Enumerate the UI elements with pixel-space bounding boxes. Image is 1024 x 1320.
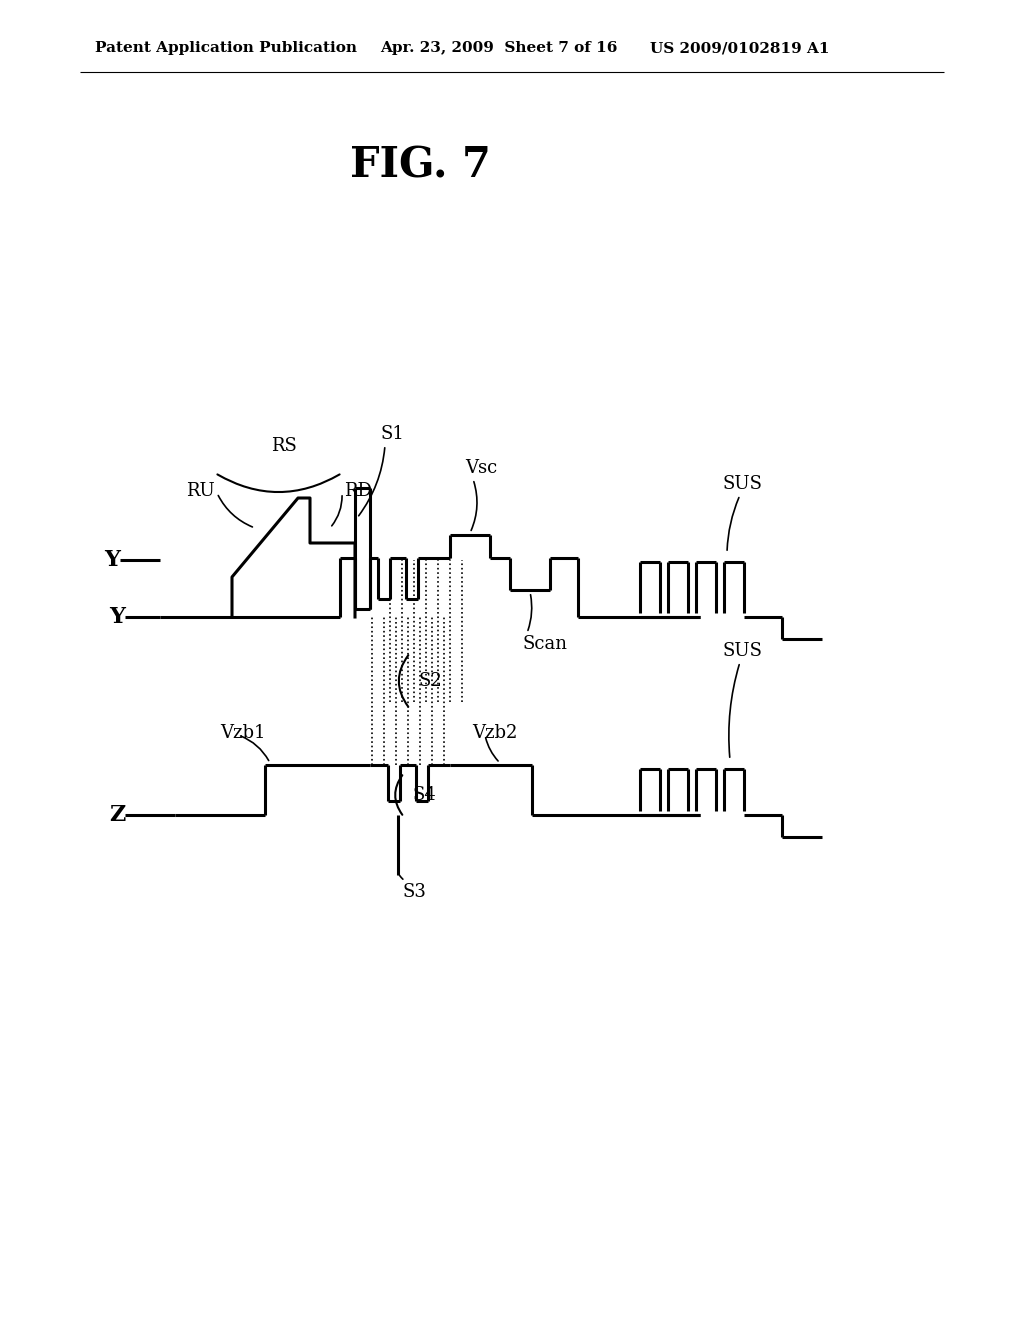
- Text: S3: S3: [402, 883, 426, 902]
- Text: FIG. 7: FIG. 7: [349, 144, 490, 186]
- Text: RD: RD: [344, 482, 372, 500]
- Text: RU: RU: [186, 482, 215, 500]
- Text: RS: RS: [270, 437, 296, 455]
- Text: Vzb1: Vzb1: [220, 723, 265, 742]
- Text: Y: Y: [110, 606, 125, 628]
- Text: SUS: SUS: [722, 475, 762, 492]
- Text: US 2009/0102819 A1: US 2009/0102819 A1: [650, 41, 829, 55]
- Text: Vzb2: Vzb2: [472, 723, 517, 742]
- Text: Apr. 23, 2009  Sheet 7 of 16: Apr. 23, 2009 Sheet 7 of 16: [380, 41, 617, 55]
- Text: S1: S1: [380, 425, 403, 444]
- Text: S2: S2: [418, 672, 441, 690]
- Text: S4: S4: [412, 785, 436, 804]
- Text: Scan: Scan: [522, 635, 567, 653]
- Text: Y: Y: [104, 549, 120, 572]
- Text: Patent Application Publication: Patent Application Publication: [95, 41, 357, 55]
- Text: Vsc: Vsc: [465, 459, 498, 477]
- Text: Z: Z: [109, 804, 125, 826]
- Text: SUS: SUS: [722, 642, 762, 660]
